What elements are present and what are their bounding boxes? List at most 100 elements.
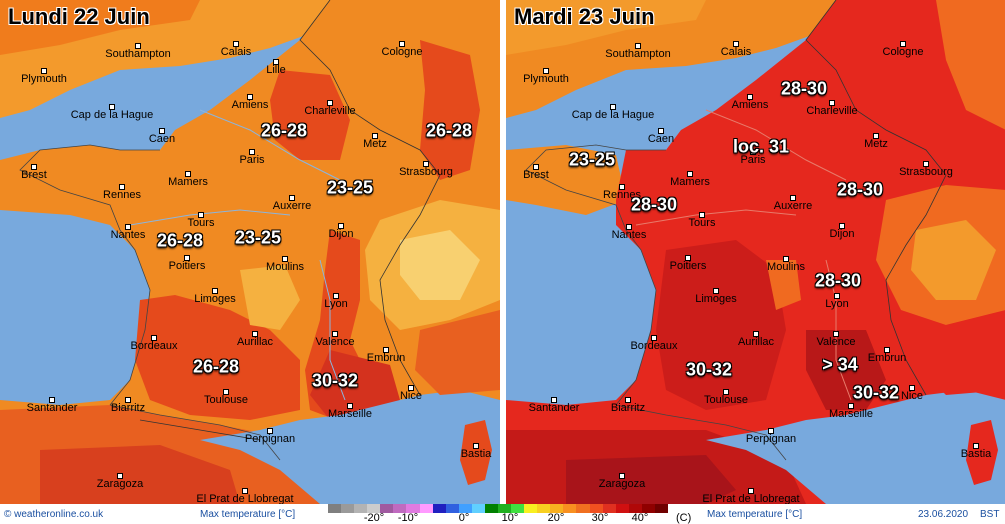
temperature-range-label: > 34: [822, 354, 858, 375]
scale-tick-label: 10°: [501, 512, 519, 524]
city-marker: [551, 397, 557, 403]
city-label: Valence: [816, 336, 856, 348]
city-label: Strasbourg: [399, 166, 453, 178]
city-marker: [909, 385, 915, 391]
scale-swatch: [458, 504, 473, 513]
city-marker: [750, 149, 756, 155]
city-label: Embrun: [867, 352, 907, 364]
city-label: Nice: [399, 390, 423, 402]
temperature-range-label: 23-25: [568, 149, 616, 170]
city-label: Biarritz: [610, 402, 646, 414]
city-marker: [125, 224, 131, 230]
city-label: Mamers: [670, 176, 710, 188]
city-label: Strasbourg: [899, 166, 953, 178]
city-label: Paris: [239, 154, 265, 166]
city-label: Bastia: [460, 448, 492, 460]
temperature-range-label: loc. 31: [732, 136, 790, 157]
temperature-range-label: 23-25: [234, 227, 282, 248]
temperature-range-label: 28-30: [836, 179, 884, 200]
city-marker: [533, 164, 539, 170]
city-label: Limoges: [695, 293, 737, 305]
scale-swatch: [615, 504, 630, 513]
copyright-text[interactable]: © weatheronline.co.uk: [4, 509, 104, 520]
scale-swatch: [628, 504, 643, 513]
scale-swatch: [550, 504, 564, 513]
city-marker: [685, 255, 691, 261]
city-label: Zaragoza: [96, 478, 144, 490]
city-marker: [473, 443, 479, 449]
city-label: Rennes: [103, 189, 141, 201]
panel-title: Lundi 22 Juin: [8, 4, 150, 29]
city-label: Nantes: [110, 229, 146, 241]
city-marker: [833, 331, 839, 337]
city-label: Dijon: [328, 228, 354, 240]
city-marker: [347, 403, 353, 409]
city-marker: [212, 288, 218, 294]
city-label: Caen: [647, 133, 675, 145]
panel-divider: [500, 0, 506, 504]
city-label: Santander: [528, 402, 580, 414]
city-marker: [619, 184, 625, 190]
city-label: Poitiers: [168, 260, 206, 272]
city-label: Cap de la Hague: [571, 109, 655, 121]
city-label: Moulins: [767, 261, 805, 273]
city-marker: [223, 389, 229, 395]
city-label: Perpignan: [745, 433, 797, 445]
city-marker: [41, 68, 47, 74]
city-marker: [252, 331, 258, 337]
scale-tick-label: -10°: [397, 512, 419, 524]
city-label: Biarritz: [110, 402, 146, 414]
city-label: Marseille: [828, 408, 874, 420]
city-label: Marseille: [327, 408, 373, 420]
temperature-range-label: 26-28: [156, 230, 204, 251]
city-label: Amiens: [231, 99, 269, 111]
city-marker: [768, 428, 774, 434]
city-label: Nice: [900, 390, 924, 402]
city-marker: [198, 212, 204, 218]
city-marker: [839, 223, 845, 229]
city-marker: [687, 171, 693, 177]
scale-unit-label: (C): [676, 512, 692, 524]
city-marker: [327, 100, 333, 106]
city-label: Bordeaux: [630, 340, 678, 352]
city-marker: [699, 212, 705, 218]
city-marker: [135, 43, 141, 49]
city-marker: [184, 255, 190, 261]
city-marker: [333, 293, 339, 299]
city-marker: [635, 43, 641, 49]
temperature-range-label: 28-30: [814, 270, 862, 291]
city-label: Southampton: [105, 48, 171, 60]
temperature-range-label: 30-32: [685, 359, 733, 380]
city-marker: [372, 133, 378, 139]
scale-swatch: [589, 504, 604, 513]
city-marker: [125, 397, 131, 403]
scale-swatch: [602, 504, 617, 513]
city-marker: [119, 184, 125, 190]
scale-swatch: [406, 504, 421, 513]
city-label: Cologne: [882, 46, 924, 58]
city-marker: [49, 397, 55, 403]
city-label: Valence: [315, 336, 355, 348]
map-panel-right: Mardi 23 Juin Southampton Calais Cologne Pl…: [506, 0, 1005, 504]
scale-swatch: [341, 504, 355, 513]
map-right: [506, 0, 1005, 504]
scale-swatch: [393, 504, 407, 513]
city-label: Bastia: [960, 448, 992, 460]
city-label: Embrun: [366, 352, 406, 364]
temperature-scale: -20° -10° 0° 10° 20° 30° 40° (C): [328, 504, 691, 524]
city-marker: [651, 335, 657, 341]
city-marker: [383, 347, 389, 353]
city-marker: [332, 331, 338, 337]
city-label: Brest: [21, 169, 47, 181]
scale-swatch: [576, 504, 591, 513]
temperature-range-label: 26-28: [192, 356, 240, 377]
temperature-range-label: 23-25: [326, 177, 374, 198]
scale-tick-label: 40°: [631, 512, 649, 524]
temperature-range-label: 30-32: [852, 382, 900, 403]
scale-tick-label: 20°: [547, 512, 565, 524]
scale-swatch: [563, 504, 577, 513]
city-label: Charleville: [304, 105, 356, 117]
city-marker: [185, 171, 191, 177]
city-marker: [747, 94, 753, 100]
city-marker: [783, 256, 789, 262]
